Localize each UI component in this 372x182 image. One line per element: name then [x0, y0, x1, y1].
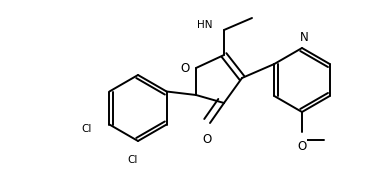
Text: O: O	[202, 133, 212, 146]
Text: Cl: Cl	[128, 155, 138, 165]
Text: N: N	[299, 31, 308, 44]
Text: O: O	[181, 62, 190, 74]
Text: HN: HN	[196, 20, 212, 30]
Text: O: O	[297, 140, 307, 153]
Text: Cl: Cl	[81, 124, 92, 134]
